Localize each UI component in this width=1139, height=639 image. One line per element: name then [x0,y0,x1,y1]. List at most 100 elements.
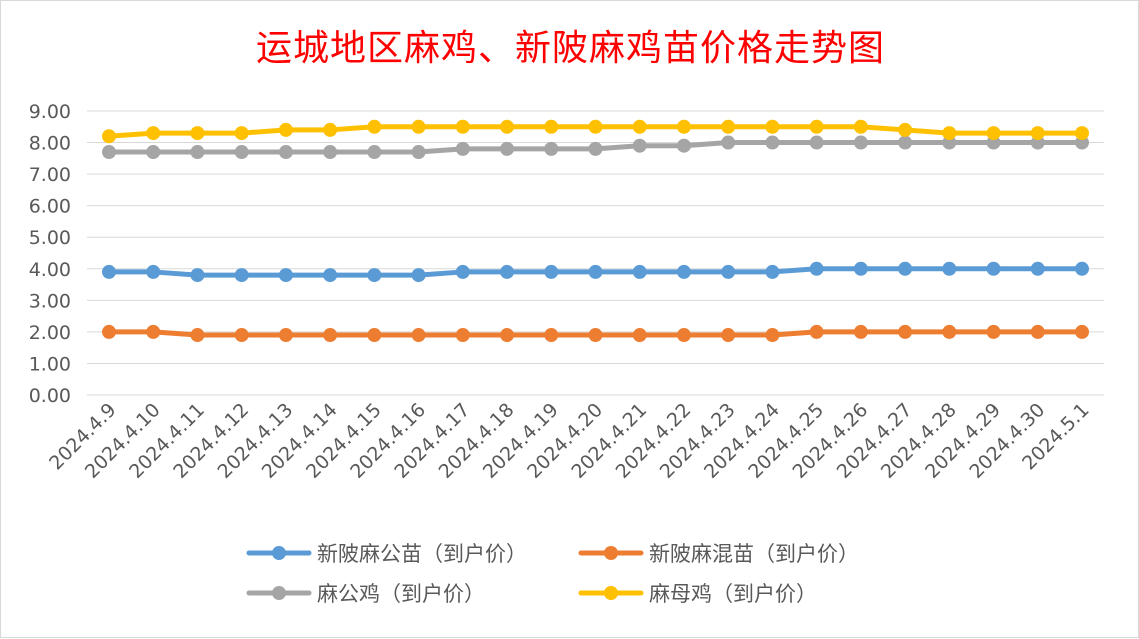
data-point [544,328,559,343]
data-point [1075,324,1089,339]
data-point [544,141,559,156]
data-point [367,328,382,343]
data-point [765,328,780,343]
data-point [411,328,426,343]
data-point [809,119,824,134]
data-point [942,261,957,276]
x-axis-ticks: 2024.4.92024.4.102024.4.112024.4.122024.… [45,399,1093,483]
legend-swatch-marker [604,586,618,600]
data-point [500,141,515,156]
data-point [588,264,603,279]
data-point [721,119,736,134]
data-point [455,328,470,343]
data-point [588,119,603,134]
data-point [588,141,603,156]
data-point [455,264,470,279]
data-point [898,135,913,150]
legend-swatch-marker [272,586,286,600]
data-point [544,119,559,134]
data-point [986,324,1001,339]
data-point [898,324,913,339]
y-tick-label: 7.00 [29,164,71,186]
data-point [942,126,957,141]
y-tick-label: 4.00 [29,259,71,281]
data-point [278,122,293,137]
data-point [676,138,691,153]
data-point [500,264,515,279]
data-point [632,138,647,153]
data-point [146,126,161,141]
legend-item: 新陂麻混苗（到户价） [578,542,859,566]
data-point [809,324,824,339]
data-point [721,264,736,279]
data-point [146,264,161,279]
data-point [323,145,338,160]
data-point [853,119,868,134]
data-point [986,126,1001,141]
data-point [500,119,515,134]
y-tick-label: 6.00 [29,196,71,218]
data-point [234,328,249,343]
data-point [323,328,338,343]
data-point [234,145,249,160]
data-point [676,119,691,134]
data-point [1030,324,1045,339]
data-point [853,324,868,339]
data-point [102,324,116,339]
data-point [1075,261,1089,276]
data-point [455,141,470,156]
data-point [455,119,470,134]
series-group [102,119,1089,144]
legend-swatch-marker [604,546,618,560]
data-point [853,261,868,276]
data-point [721,135,736,150]
legend-swatch-marker [272,546,286,560]
data-point [986,261,1001,276]
data-point [367,268,382,283]
data-point [1030,261,1045,276]
legend-item: 麻公鸡（到户价） [246,582,485,606]
data-point [853,135,868,150]
data-point [190,328,205,343]
data-point [323,122,338,137]
series-group [102,135,1089,160]
data-point [809,261,824,276]
data-point [1030,126,1045,141]
y-tick-label: 0.00 [29,385,71,407]
data-point [367,145,382,160]
data-point [234,126,249,141]
legend-item: 麻母鸡（到户价） [578,582,817,606]
data-point [278,328,293,343]
legend-label: 新陂麻公苗（到户价） [317,542,527,566]
series-group [102,324,1089,343]
y-tick-label: 8.00 [29,133,71,155]
legend-label: 麻公鸡（到户价） [317,582,485,606]
data-point [588,328,603,343]
data-point [323,268,338,283]
y-tick-label: 5.00 [29,227,71,249]
data-point [190,145,205,160]
y-tick-label: 2.00 [29,322,71,344]
data-point [676,264,691,279]
series-group [102,261,1089,283]
data-point [234,268,249,283]
data-point [278,268,293,283]
legend-label: 麻母鸡（到户价） [649,582,817,606]
data-point [721,328,736,343]
y-axis-ticks: 0.00 1.00 2.00 3.00 4.00 5.00 6.00 7.00 8.00 9.00 [29,101,71,407]
data-point [411,145,426,160]
data-point [809,135,824,150]
data-point [367,119,382,134]
data-point [765,135,780,150]
chart-title: 运城地区麻鸡、新陂麻鸡苗价格走势图 [255,28,885,69]
y-tick-label: 3.00 [29,290,71,312]
data-point [190,268,205,283]
y-tick-label: 1.00 [29,353,71,375]
legend-label: 新陂麻混苗（到户价） [649,542,859,566]
data-point [278,145,293,160]
data-point [411,119,426,134]
data-point [676,328,691,343]
data-point [1075,126,1089,141]
